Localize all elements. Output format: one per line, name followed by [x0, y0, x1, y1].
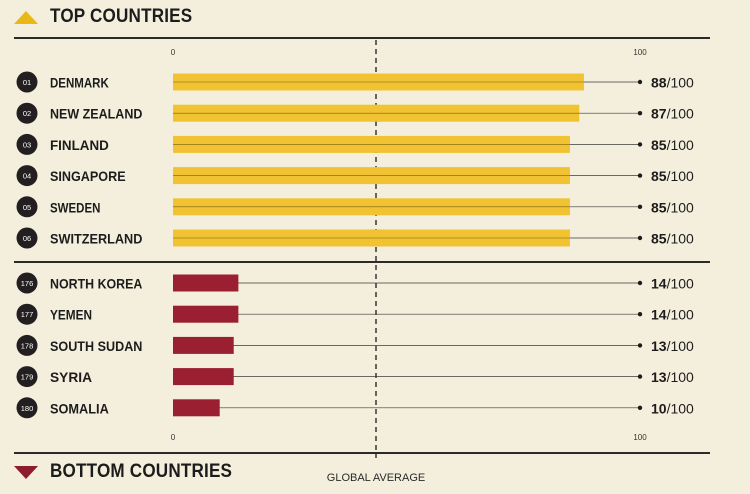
- top-countries-header: TOP COUNTRIES: [14, 6, 208, 28]
- country-label-north-korea: NORTH KOREA: [50, 276, 142, 292]
- country-label-finland: FINLAND: [50, 137, 109, 153]
- score-suffix-singapore: /100: [667, 168, 694, 184]
- score-label-denmark: 88/100: [651, 75, 694, 91]
- global-average-label: GLOBAL AVERAGE: [327, 472, 425, 484]
- score-value-yemen: 14: [651, 307, 667, 323]
- score-label-finland: 85/100: [651, 137, 694, 153]
- rank-circle-somalia: [16, 397, 38, 419]
- score-label-yemen: 14/100: [651, 307, 694, 323]
- rank-label-finland: 03: [23, 140, 31, 149]
- triangle-up-icon: [14, 10, 38, 24]
- country-label-syria: SYRIA: [50, 369, 92, 385]
- leader-dot-syria: [637, 374, 643, 379]
- rank-label-south-sudan: 178: [21, 341, 34, 350]
- country-label-switzerland: SWITZERLAND: [50, 231, 142, 247]
- rank-label-switzerland: 06: [23, 234, 31, 243]
- bar-north-korea: [173, 274, 239, 292]
- score-value-denmark: 88: [651, 75, 667, 91]
- leader-dot-finland: [637, 142, 643, 147]
- rank-label-sweden: 05: [23, 203, 31, 212]
- score-label-switzerland: 85/100: [651, 231, 694, 247]
- axis-tick-bottom-0: 0: [171, 433, 176, 442]
- rank-circle-new-zealand: [16, 102, 38, 124]
- score-suffix-finland: /100: [667, 137, 694, 153]
- leader-dot-sweden: [637, 204, 643, 209]
- rank-circle-south-sudan: [16, 334, 38, 356]
- score-value-switzerland: 85: [651, 231, 667, 247]
- score-suffix-new-zealand: /100: [667, 106, 694, 122]
- country-label-denmark: DENMARK: [50, 75, 109, 91]
- bar-yemen: [173, 305, 239, 323]
- score-suffix-north-korea: /100: [667, 276, 694, 292]
- score-label-singapore: 85/100: [651, 168, 694, 184]
- rank-circle-yemen: [16, 303, 38, 325]
- score-suffix-somalia: /100: [667, 400, 694, 416]
- bar-south-sudan: [173, 336, 234, 354]
- rank-label-syria: 179: [21, 373, 34, 382]
- rank-circle-syria: [16, 366, 38, 388]
- leader-dot-switzerland: [637, 235, 643, 241]
- bar-syria: [173, 368, 234, 386]
- rank-circle-switzerland: [16, 227, 38, 249]
- top-divider: [14, 37, 710, 39]
- top-countries-title: TOP COUNTRIES: [50, 6, 193, 27]
- leader-dot-south-sudan: [637, 343, 643, 348]
- axis-tick-bottom-100: 100: [633, 433, 647, 442]
- axis-tick-top-0: 0: [171, 48, 176, 57]
- rank-circle-singapore: [16, 165, 38, 187]
- score-value-syria: 13: [651, 369, 667, 385]
- leader-dot-north-korea: [637, 280, 643, 286]
- bottom-countries-title: BOTTOM COUNTRIES: [50, 461, 233, 482]
- score-label-sweden: 85/100: [651, 199, 694, 215]
- rank-circle-sweden: [16, 196, 38, 218]
- score-value-finland: 85: [651, 137, 667, 153]
- score-value-sweden: 85: [651, 199, 667, 215]
- score-label-new-zealand: 87/100: [651, 106, 694, 122]
- score-value-south-sudan: 13: [651, 338, 667, 354]
- rank-label-somalia: 180: [21, 404, 34, 413]
- leader-dot-yemen: [637, 312, 643, 317]
- score-label-syria: 13/100: [651, 369, 694, 385]
- country-label-sweden: SWEDEN: [50, 199, 100, 215]
- rank-label-north-korea: 176: [21, 279, 34, 288]
- score-suffix-yemen: /100: [667, 307, 694, 323]
- bar-somalia: [173, 399, 220, 417]
- country-label-south-sudan: SOUTH SUDAN: [50, 338, 142, 354]
- triangle-down-icon: [14, 465, 38, 479]
- rank-circle-denmark: [16, 71, 38, 93]
- score-value-north-korea: 14: [651, 276, 667, 292]
- score-value-somalia: 10: [651, 400, 667, 416]
- score-value-singapore: 85: [651, 168, 667, 184]
- score-label-somalia: 10/100: [651, 400, 694, 416]
- rank-label-new-zealand: 02: [23, 109, 31, 118]
- score-value-new-zealand: 87: [651, 106, 667, 122]
- score-label-south-sudan: 13/100: [651, 338, 694, 354]
- country-label-new-zealand: NEW ZEALAND: [50, 106, 142, 122]
- country-label-yemen: YEMEN: [50, 307, 92, 323]
- leader-dot-denmark: [637, 79, 643, 85]
- axis-tick-top-100: 100: [633, 48, 647, 57]
- group-divider: [14, 261, 710, 263]
- score-suffix-sweden: /100: [667, 199, 694, 215]
- rank-label-yemen: 177: [21, 310, 34, 319]
- score-suffix-syria: /100: [667, 369, 694, 385]
- rank-label-denmark: 01: [23, 78, 31, 87]
- score-suffix-denmark: /100: [667, 75, 694, 91]
- score-suffix-south-sudan: /100: [667, 338, 694, 354]
- leader-dot-singapore: [637, 173, 643, 178]
- rank-circle-finland: [16, 133, 38, 155]
- bottom-divider: [14, 452, 710, 454]
- leader-dot-somalia: [637, 405, 643, 410]
- rank-label-singapore: 04: [23, 172, 31, 181]
- country-label-singapore: SINGAPORE: [50, 168, 126, 184]
- bottom-countries-header: BOTTOM COUNTRIES: [14, 461, 252, 483]
- country-label-somalia: SOMALIA: [50, 400, 109, 416]
- score-label-north-korea: 14/100: [651, 276, 694, 292]
- score-suffix-switzerland: /100: [667, 231, 694, 247]
- rank-circle-north-korea: [16, 272, 38, 294]
- leader-dot-new-zealand: [637, 111, 643, 116]
